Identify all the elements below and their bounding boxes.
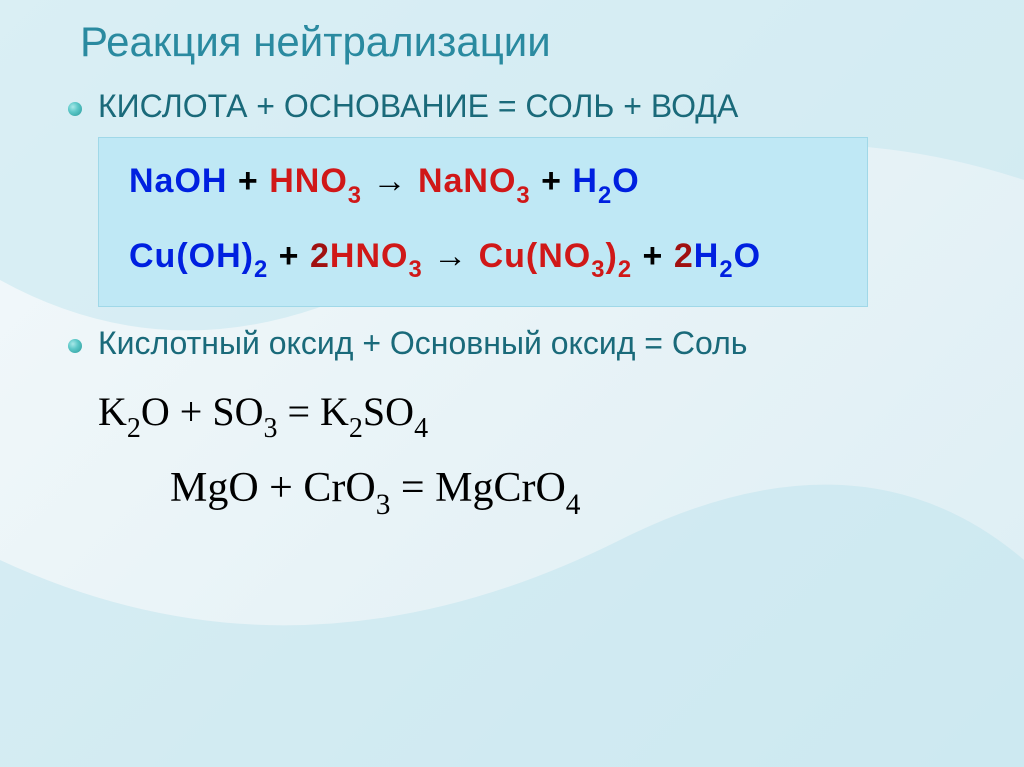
slide-content: Реакция нейтрализации КИСЛОТА + ОСНОВАНИ… bbox=[0, 0, 1024, 518]
plain-eq-1: K2O + SO3 = K2SO4 bbox=[98, 388, 984, 442]
boxed-eq-1: NaOH + HNO3 → NaNO3 + H2O bbox=[129, 162, 837, 207]
rule-1: КИСЛОТА + ОСНОВАНИЕ = СОЛЬ + ВОДА bbox=[68, 88, 984, 125]
slide-title: Реакция нейтрализации bbox=[80, 18, 984, 66]
rule-2: Кислотный оксид + Основный оксид = Соль bbox=[68, 325, 984, 362]
boxed-eq-2: Cu(OH)2 + 2HNO3 → Cu(NO3)2 + 2H2O bbox=[129, 237, 837, 282]
bullet-icon bbox=[68, 102, 82, 116]
rule-2-text: Кислотный оксид + Основный оксид = Соль bbox=[98, 325, 747, 362]
plain-eq-2: MgO + CrO3 = MgCrO4 bbox=[170, 464, 984, 518]
equation-box: NaOH + HNO3 → NaNO3 + H2O Cu(OH)2 + 2HNO… bbox=[98, 137, 868, 307]
bullet-icon bbox=[68, 339, 82, 353]
rule-1-text: КИСЛОТА + ОСНОВАНИЕ = СОЛЬ + ВОДА bbox=[98, 88, 738, 125]
